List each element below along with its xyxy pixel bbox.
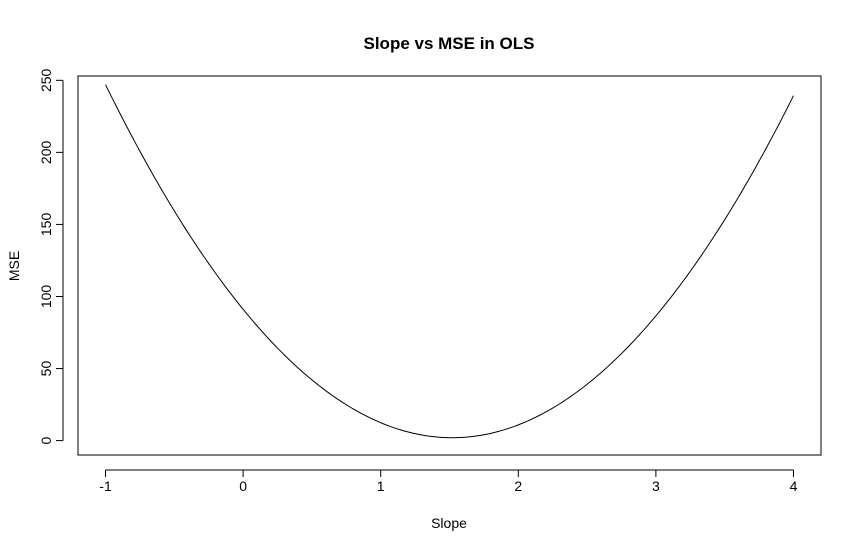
y-tick-label: 50: [38, 361, 54, 377]
y-tick-label: 200: [38, 140, 54, 164]
chart-title: Slope vs MSE in OLS: [364, 34, 535, 53]
x-axis: -1 0 1 2 3 4: [99, 469, 798, 494]
x-tick-label: -1: [99, 478, 112, 494]
x-tick-label: 3: [652, 478, 660, 494]
x-axis-title: Slope: [431, 515, 467, 531]
y-tick-label: 100: [38, 285, 54, 309]
y-tick-label: 250: [38, 68, 54, 92]
y-axis-title: MSE: [6, 251, 22, 281]
x-tick-label: 0: [239, 478, 247, 494]
y-tick-label: 0: [38, 436, 54, 444]
plot-area-frame: [77, 75, 822, 456]
x-tick-label: 4: [790, 478, 798, 494]
y-axis: 0 50 100 150 200 250: [38, 68, 64, 444]
series-line: [105, 84, 794, 439]
x-tick-label: 1: [377, 478, 385, 494]
y-tick-label: 150: [38, 213, 54, 237]
x-tick-label: 2: [514, 478, 522, 494]
